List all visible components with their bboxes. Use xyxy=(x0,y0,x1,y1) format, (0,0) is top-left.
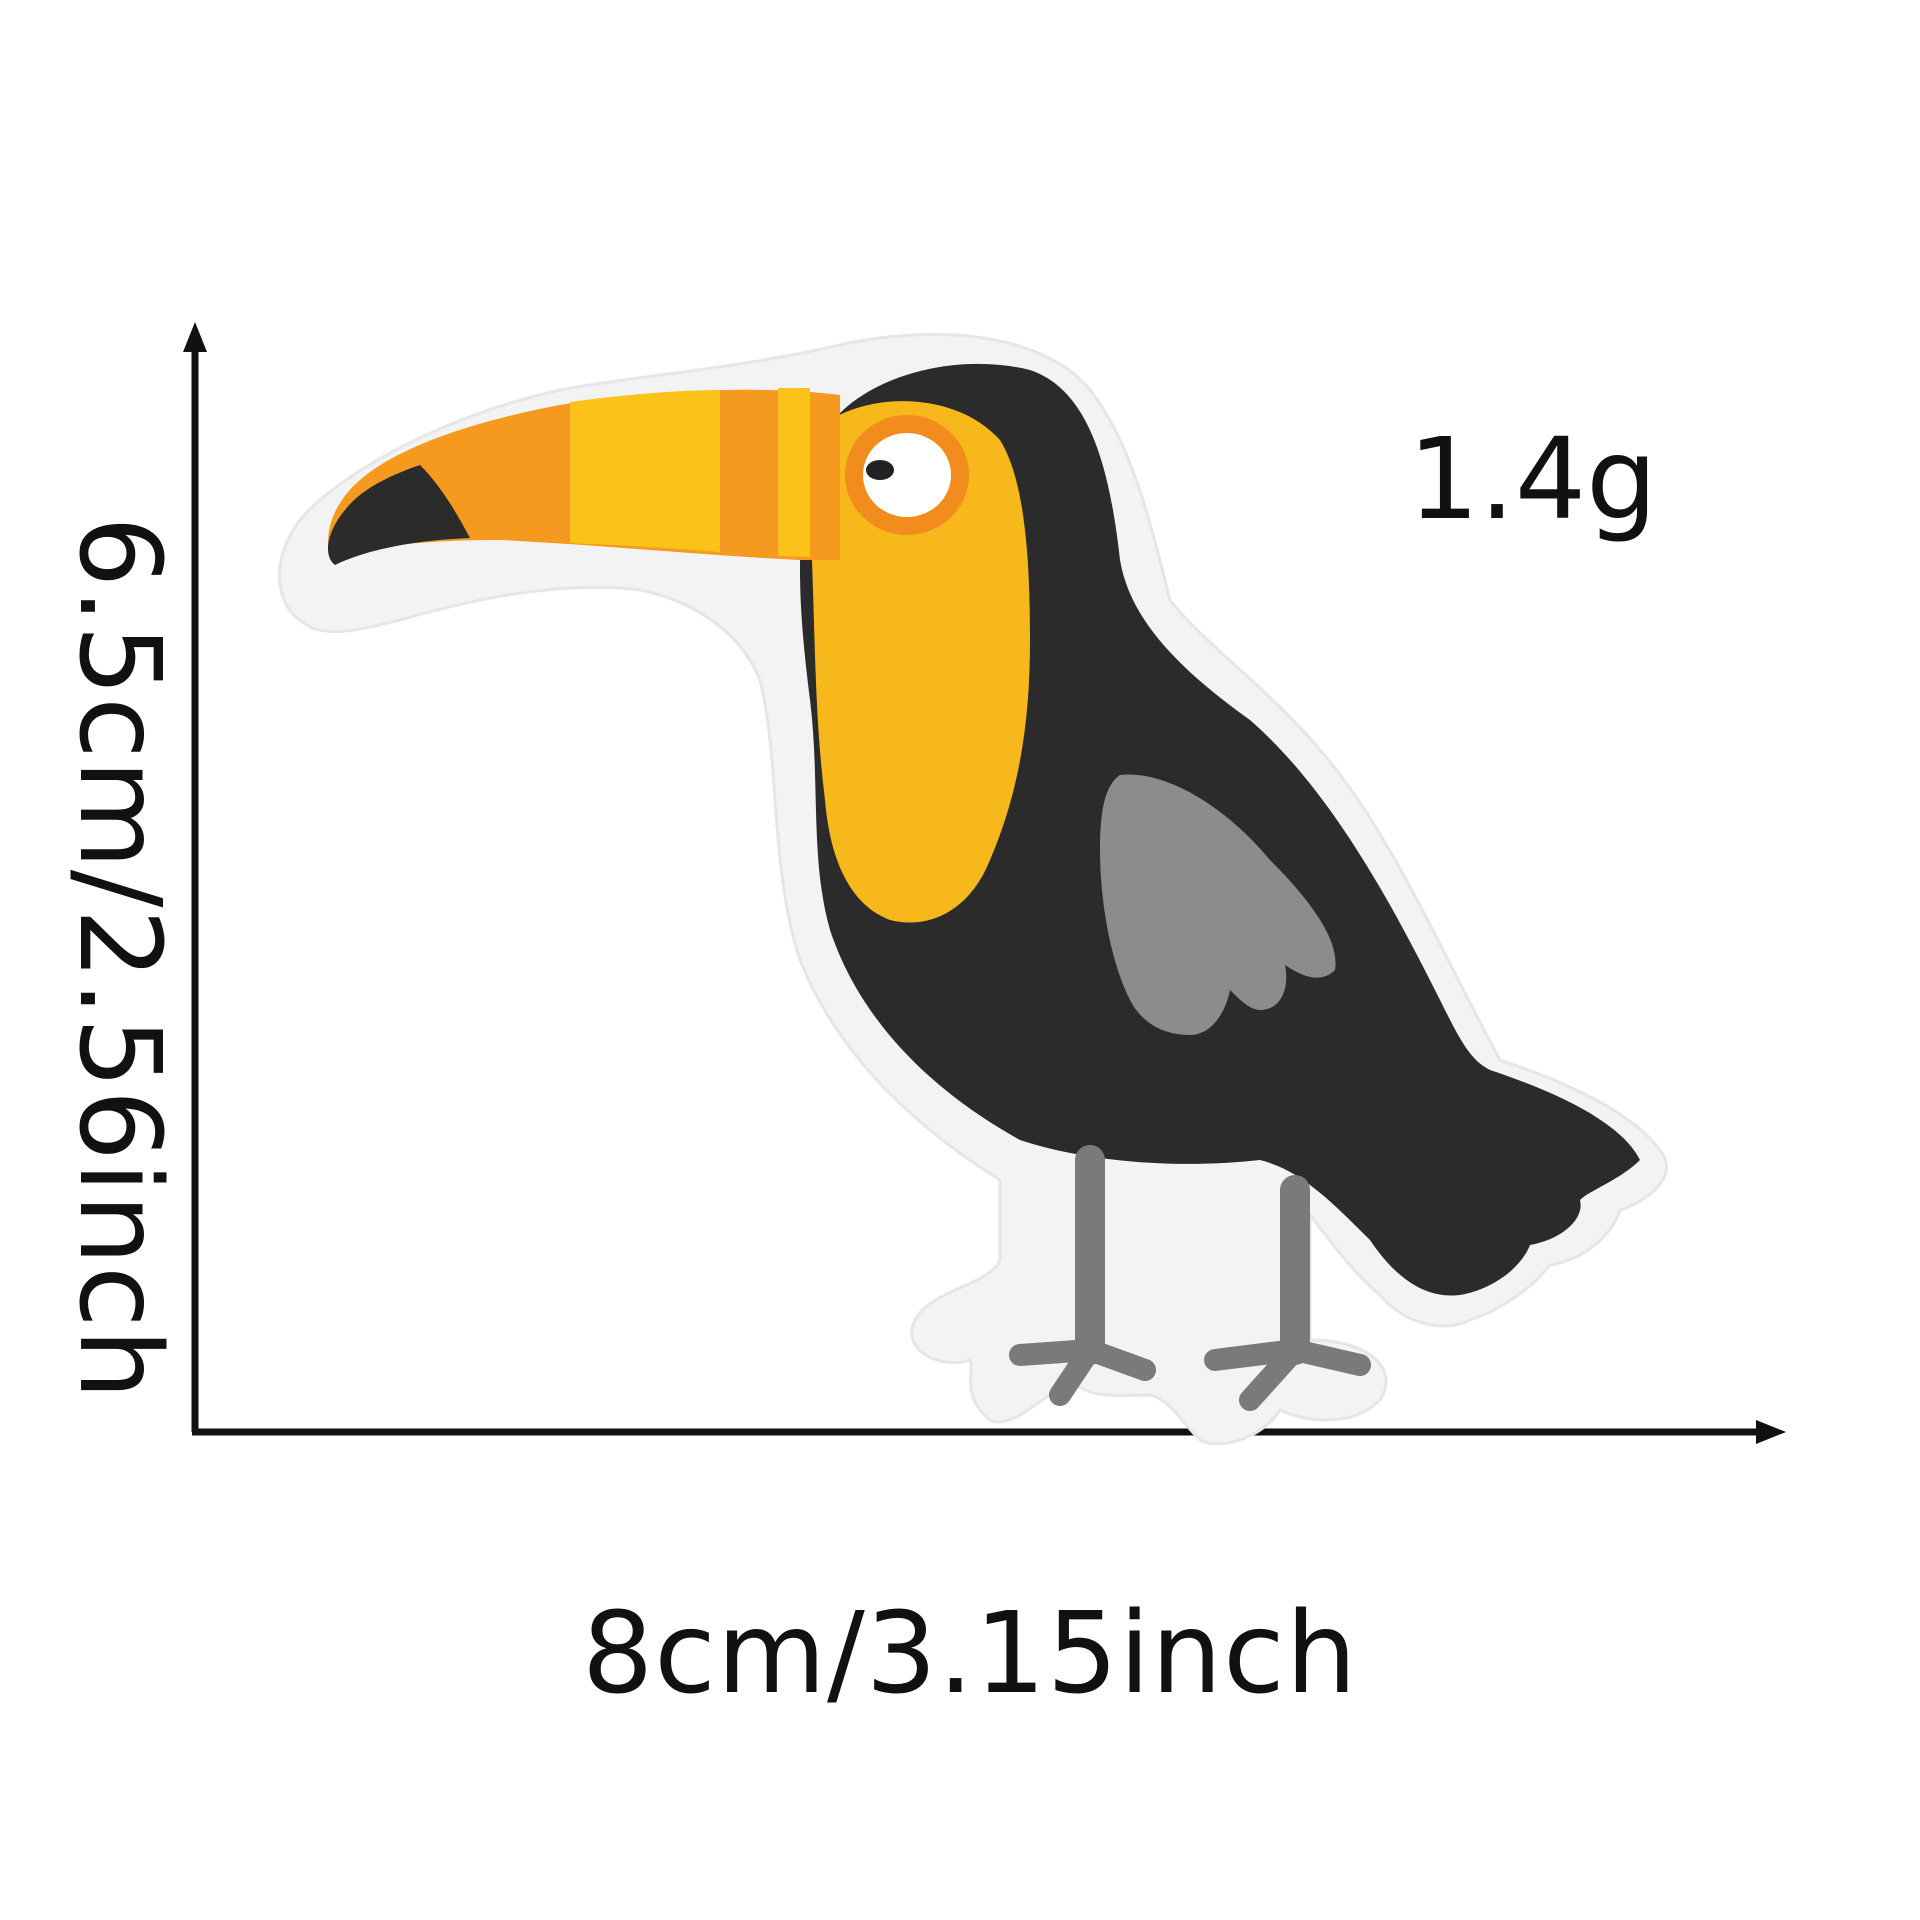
toucan-face xyxy=(810,401,1030,923)
toucan-wing xyxy=(1100,774,1336,1035)
toucan-beak-tip xyxy=(327,465,470,565)
height-arrow-head-icon xyxy=(183,322,207,352)
toucan-beak-band xyxy=(778,388,810,557)
width-dimension-label: 8cm/3.15inch xyxy=(582,1589,1358,1719)
toucan-legs xyxy=(1009,1145,1371,1411)
height-dimension-label: 6.5cm/2.56inch xyxy=(54,516,184,1401)
weight-label: 1.4g xyxy=(1408,415,1658,545)
width-arrow-head-icon xyxy=(1756,1420,1786,1444)
toucan-eye-icon xyxy=(845,415,969,535)
dimension-arrows xyxy=(183,322,1786,1444)
toucan-beak-band xyxy=(570,390,720,552)
toucan-patch-icon xyxy=(278,332,1668,1446)
